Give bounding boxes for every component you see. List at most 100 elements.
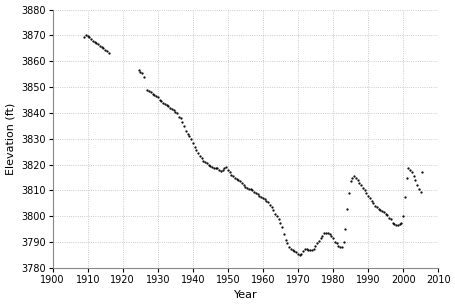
Point bbox=[149, 91, 156, 96]
Point bbox=[145, 88, 152, 93]
Point bbox=[178, 120, 186, 125]
Point bbox=[231, 175, 238, 180]
Point bbox=[376, 207, 383, 212]
Point bbox=[322, 231, 329, 236]
Point bbox=[362, 191, 369, 196]
Point bbox=[159, 100, 167, 105]
X-axis label: Year: Year bbox=[233, 290, 257, 300]
Point bbox=[287, 246, 294, 251]
Point bbox=[171, 109, 178, 114]
Point bbox=[93, 41, 100, 46]
Point bbox=[91, 39, 98, 44]
Point bbox=[220, 166, 228, 171]
Point bbox=[101, 47, 109, 52]
Point bbox=[166, 105, 173, 110]
Point bbox=[341, 227, 348, 232]
Point bbox=[264, 200, 271, 204]
Point bbox=[239, 183, 247, 188]
Point bbox=[416, 189, 423, 194]
Point bbox=[201, 159, 208, 164]
Point bbox=[210, 166, 217, 171]
Point bbox=[182, 129, 189, 133]
Point bbox=[282, 237, 289, 242]
Point bbox=[330, 240, 338, 244]
Point bbox=[367, 198, 374, 203]
Point bbox=[136, 69, 144, 74]
Point bbox=[177, 116, 184, 121]
Point bbox=[196, 153, 203, 158]
Point bbox=[359, 185, 366, 190]
Point bbox=[103, 48, 111, 53]
Point bbox=[299, 249, 306, 254]
Point bbox=[400, 194, 408, 199]
Point bbox=[346, 179, 354, 184]
Point bbox=[374, 206, 381, 211]
Point bbox=[164, 104, 172, 109]
Point bbox=[224, 167, 231, 172]
Point bbox=[372, 205, 379, 210]
Point bbox=[370, 203, 378, 208]
Point bbox=[344, 191, 352, 196]
Point bbox=[348, 175, 355, 180]
Point bbox=[135, 68, 142, 73]
Point bbox=[226, 170, 233, 175]
Point bbox=[252, 191, 259, 196]
Point bbox=[290, 249, 298, 254]
Point bbox=[392, 223, 399, 228]
Point bbox=[301, 246, 308, 251]
Point bbox=[227, 173, 234, 177]
Point bbox=[306, 248, 313, 252]
Point bbox=[405, 167, 413, 172]
Point bbox=[170, 108, 177, 113]
Point bbox=[364, 193, 371, 198]
Point bbox=[140, 74, 147, 79]
Point bbox=[180, 123, 187, 128]
Point bbox=[334, 244, 341, 248]
Point bbox=[303, 246, 310, 251]
Point bbox=[152, 94, 159, 99]
Point bbox=[203, 161, 210, 166]
Point bbox=[309, 246, 317, 251]
Point bbox=[318, 233, 325, 238]
Point bbox=[161, 101, 168, 106]
Point bbox=[189, 140, 196, 145]
Point bbox=[150, 92, 157, 97]
Point bbox=[404, 166, 411, 171]
Point bbox=[407, 170, 415, 175]
Point bbox=[304, 248, 311, 252]
Point bbox=[233, 176, 240, 181]
Point bbox=[204, 162, 212, 167]
Point bbox=[143, 87, 151, 92]
Point bbox=[241, 184, 248, 189]
Point bbox=[324, 231, 331, 236]
Point bbox=[217, 169, 224, 174]
Point bbox=[87, 37, 95, 42]
Point bbox=[260, 197, 268, 202]
Point bbox=[327, 233, 334, 238]
Point bbox=[96, 43, 103, 48]
Point bbox=[253, 192, 261, 197]
Point bbox=[266, 202, 273, 207]
Point bbox=[329, 236, 336, 241]
Point bbox=[183, 131, 191, 136]
Point bbox=[320, 231, 327, 236]
Point bbox=[199, 158, 207, 163]
Point bbox=[283, 241, 290, 246]
Point bbox=[259, 196, 266, 201]
Point bbox=[168, 106, 175, 111]
Point bbox=[157, 99, 165, 104]
Point bbox=[297, 251, 304, 256]
Point bbox=[271, 211, 278, 216]
Point bbox=[276, 220, 283, 225]
Point bbox=[245, 187, 252, 192]
Point bbox=[138, 70, 145, 75]
Point bbox=[411, 178, 418, 183]
Point bbox=[218, 167, 226, 172]
Point bbox=[388, 220, 395, 225]
Point bbox=[369, 201, 376, 206]
Point bbox=[293, 251, 301, 256]
Point bbox=[257, 194, 264, 199]
Point bbox=[212, 166, 219, 171]
Point bbox=[316, 236, 324, 241]
Point bbox=[229, 174, 236, 179]
